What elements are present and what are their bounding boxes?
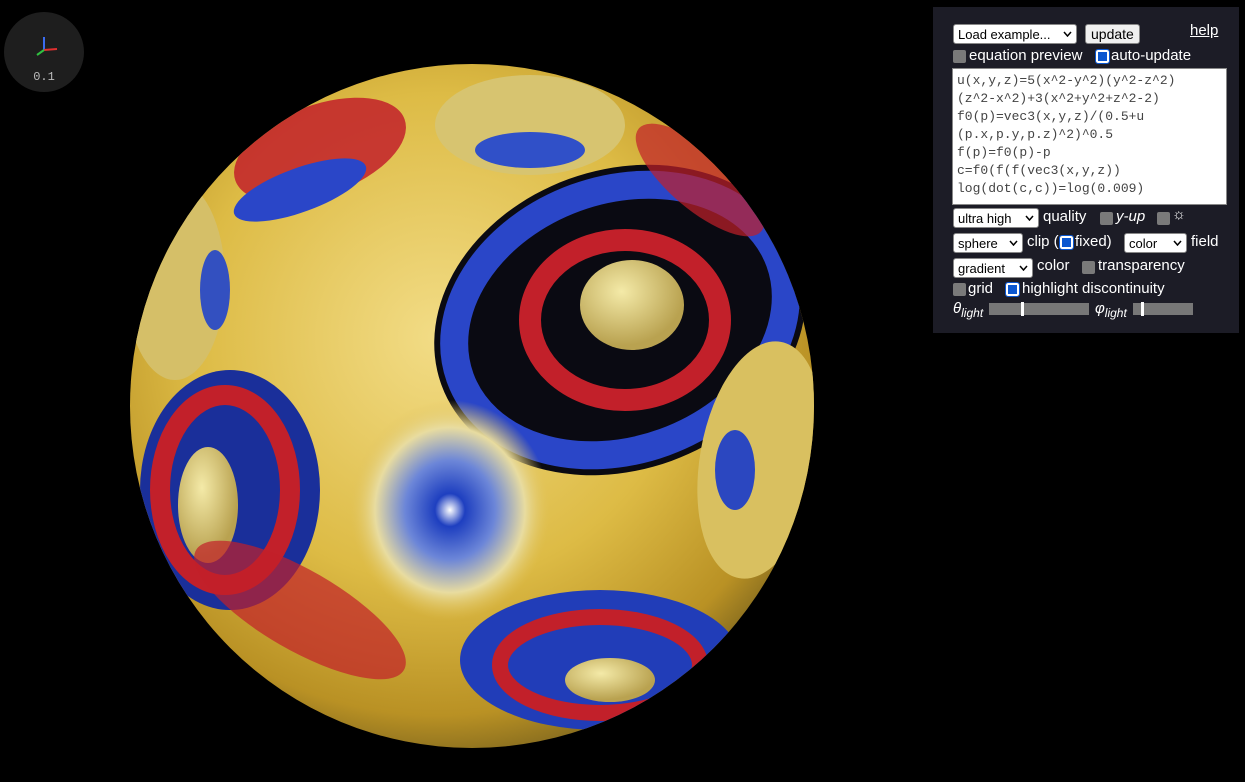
checkbox[interactable] xyxy=(1095,49,1110,64)
label: field xyxy=(1191,233,1219,250)
select-text: sphere xyxy=(958,236,998,251)
chevron xyxy=(1025,215,1034,221)
help-link[interactable]: help xyxy=(1190,22,1219,39)
equation-editor[interactable]: u(x,y,z)=5(x^2-y^2)(y^2-z^2) (z^2-x^2)+3(… xyxy=(952,68,1227,205)
checkbox[interactable] xyxy=(1157,212,1170,225)
label: grid xyxy=(968,280,994,297)
symbol: φ xyxy=(1095,300,1105,317)
clip-select[interactable]: sphere xyxy=(953,233,1023,253)
axis-widget[interactable] xyxy=(4,12,84,92)
label: fixed) xyxy=(1075,233,1112,250)
label: y-up xyxy=(1116,208,1146,225)
axis-z xyxy=(36,49,45,56)
select-text: gradient xyxy=(958,261,1005,276)
slider-thumb[interactable] xyxy=(1020,302,1024,316)
slider-label: θlight xyxy=(953,300,983,322)
select-text: Load example... xyxy=(958,27,1051,42)
select-text: ultra high xyxy=(958,211,1012,226)
checkbox[interactable] xyxy=(1100,212,1113,225)
checkbox[interactable] xyxy=(1005,282,1020,297)
label: transparency xyxy=(1098,257,1185,274)
label: clip ( xyxy=(1027,233,1059,250)
select-text: color xyxy=(1129,236,1158,251)
phi-slider[interactable] xyxy=(1133,302,1193,316)
equation-line: f(p)=f0(p)-p xyxy=(957,145,1051,160)
checkbox[interactable] xyxy=(953,50,966,63)
symbol: θ xyxy=(953,300,962,317)
control-panel: Load example... update help equation pre… xyxy=(933,7,1239,333)
label: quality xyxy=(1043,208,1087,225)
chevron xyxy=(1173,240,1182,246)
equation-line: (z^2-x^2)+3(x^2+y^2+z^2-2) xyxy=(957,91,1160,106)
equation-line: (p.x,p.y,p.z)^2)^0.5 xyxy=(957,127,1114,142)
equation-line: log(dot(c,c))=log(0.009) xyxy=(957,181,1145,196)
subscript: light xyxy=(961,306,984,320)
chevron xyxy=(1063,31,1072,37)
example-select[interactable]: Load example... xyxy=(953,24,1077,44)
label: color xyxy=(1037,257,1070,274)
axis-x xyxy=(43,48,58,51)
axis-scale: 0.1 xyxy=(33,70,55,84)
surface-holes xyxy=(130,75,814,730)
quality-select[interactable]: ultra high xyxy=(953,208,1039,228)
equation-line: u(x,y,z)=5(x^2-y^2)(y^2-z^2) xyxy=(957,73,1176,88)
equation-line: f0(p)=vec3(x,y,z)/(0.5+u xyxy=(957,109,1145,124)
theta-slider[interactable] xyxy=(989,302,1089,316)
equation-line: c=f0(f(f(vec3(x,y,z)) xyxy=(957,163,1121,178)
checkbox[interactable] xyxy=(953,283,966,296)
label: equation preview xyxy=(969,47,1083,64)
subscript: light xyxy=(1104,306,1127,320)
color-select[interactable]: gradient xyxy=(953,258,1033,278)
label: auto-update xyxy=(1111,47,1192,64)
checkbox[interactable] xyxy=(1082,261,1095,274)
slider-thumb[interactable] xyxy=(1140,302,1144,316)
checkbox[interactable] xyxy=(1059,235,1074,250)
label: ☼ xyxy=(1172,206,1186,223)
chevron xyxy=(1019,265,1028,271)
chevron xyxy=(1009,240,1018,246)
field-select[interactable]: color xyxy=(1124,233,1187,253)
update-button[interactable]: update xyxy=(1085,24,1140,44)
label: highlight discontinuity xyxy=(1022,280,1165,297)
slider-label: φlight xyxy=(1095,300,1127,322)
